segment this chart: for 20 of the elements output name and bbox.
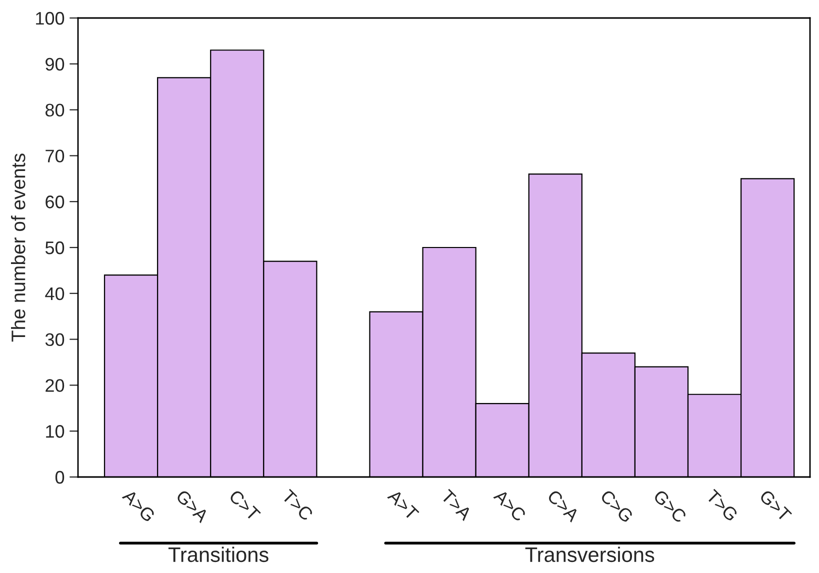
x-tick-label: G>T [758, 489, 792, 522]
y-tick-label: 40 [45, 287, 64, 300]
y-tick-label: 100 [36, 12, 64, 25]
y-tick-label: 30 [45, 333, 64, 346]
text: Transversions [525, 546, 654, 562]
x-tick-label: T>C [281, 488, 314, 522]
y-axis-title: The number of events [11, 154, 26, 342]
x-tick-label: A>C [492, 488, 527, 522]
y-tick-label: 50 [45, 241, 64, 254]
text: Transitions [168, 546, 268, 562]
x-tick-label: C>T [228, 489, 261, 522]
x-tick-label: A>G [122, 488, 156, 522]
y-tick-label: 70 [46, 150, 64, 162]
y-tick-label: 20 [46, 379, 64, 392]
y-tick-label: 90 [46, 58, 64, 71]
x-tick-label: A>T [387, 488, 420, 521]
y-tick-label: 80 [46, 104, 64, 117]
y-tick-label: 0 [55, 470, 64, 484]
y-tick-label: 10 [46, 425, 64, 438]
y-tick-label: 60 [46, 196, 64, 208]
